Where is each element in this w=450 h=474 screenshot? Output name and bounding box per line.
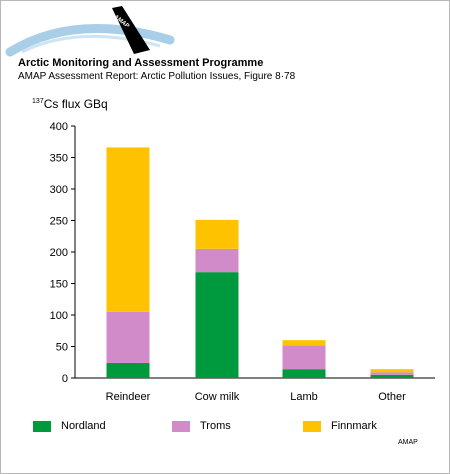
- figure-title: Arctic Monitoring and Assessment Program…: [18, 57, 264, 69]
- amap-logo: [5, 6, 175, 57]
- y-tick-label: 200: [50, 247, 68, 259]
- bar-nordland-reindeer: [106, 362, 150, 378]
- y-axis-label-text: Cs flux GBq: [43, 97, 108, 111]
- y-tick-label: 350: [50, 153, 68, 165]
- bar-finnmark-lamb: [282, 340, 326, 346]
- legend-label-nordland: Nordland: [61, 420, 106, 432]
- y-axis-label: 137Cs flux GBq: [32, 97, 108, 111]
- bar-troms-lamb: [282, 345, 326, 370]
- y-tick-label: 300: [50, 184, 68, 196]
- legend-label-finnmark: Finnmark: [331, 420, 377, 432]
- y-tick-label: 0: [62, 373, 68, 385]
- y-tick-label: 150: [50, 279, 68, 291]
- footer-credit: AMAP: [398, 439, 418, 446]
- bar-nordland-cow-milk: [195, 272, 239, 378]
- legend-label-troms: Troms: [200, 420, 231, 432]
- x-tick-label: Reindeer: [106, 391, 151, 403]
- y-tick-label: 50: [56, 342, 68, 354]
- legend-swatch-finnmark: [303, 421, 321, 432]
- x-tick-label: Cow milk: [195, 391, 240, 403]
- bar-nordland-other: [370, 374, 414, 378]
- x-tick-label: Other: [378, 391, 406, 403]
- y-tick-label: 100: [50, 310, 68, 322]
- legend-swatch-nordland: [33, 421, 51, 432]
- chart-ticks: 0 50 100 150 200 250 300 350 400 Reindeer Cow milk…: [50, 121, 406, 403]
- bar-troms-reindeer: [106, 311, 150, 363]
- chart-bars: [106, 147, 414, 378]
- legend-swatch-troms: [172, 421, 190, 432]
- bar-nordland-lamb: [282, 369, 326, 378]
- bar-finnmark-cow-milk: [195, 219, 239, 249]
- figure-subtitle: AMAP Assessment Report: Arctic Pollution…: [18, 71, 296, 82]
- logo-wedge: [112, 6, 150, 54]
- bar-finnmark-reindeer: [106, 147, 150, 312]
- y-tick-label: 400: [50, 121, 68, 133]
- bar-finnmark-other: [370, 369, 414, 373]
- y-axis-label-isotope: 137: [32, 98, 44, 105]
- bar-troms-other: [370, 372, 414, 375]
- x-tick-label: Lamb: [290, 391, 318, 403]
- logo-arc: [5, 23, 175, 57]
- y-tick-label: 250: [50, 216, 68, 228]
- bar-troms-cow-milk: [195, 248, 239, 273]
